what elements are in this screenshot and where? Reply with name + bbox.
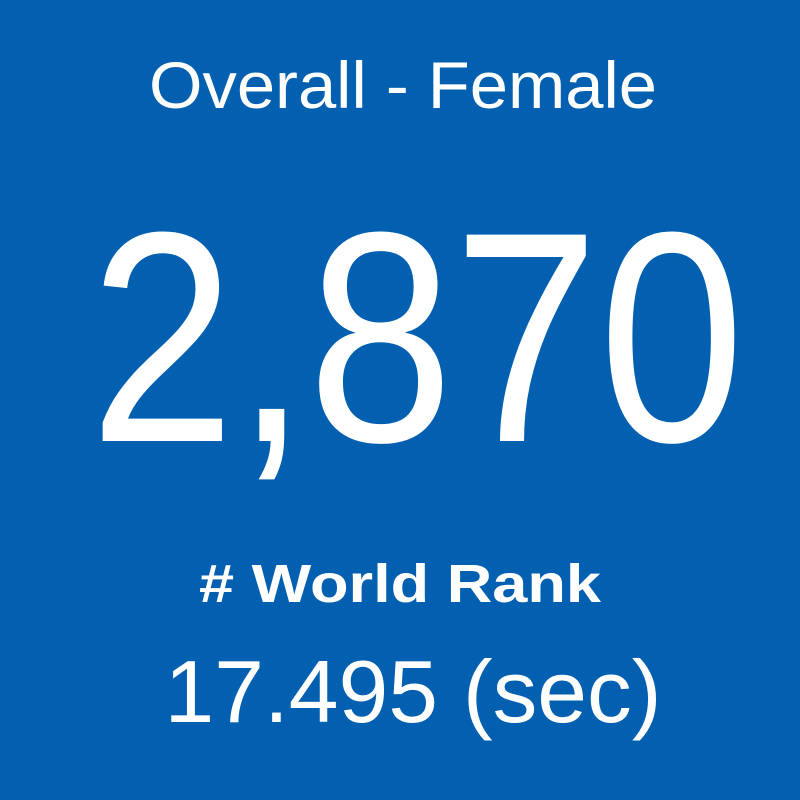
tile-title: Overall - Female [149, 48, 657, 122]
tile-label: # World Rank [199, 554, 602, 614]
tile-subtitle: 17.495 (sec) [165, 642, 662, 741]
tile-value: 2,870 [90, 169, 745, 505]
